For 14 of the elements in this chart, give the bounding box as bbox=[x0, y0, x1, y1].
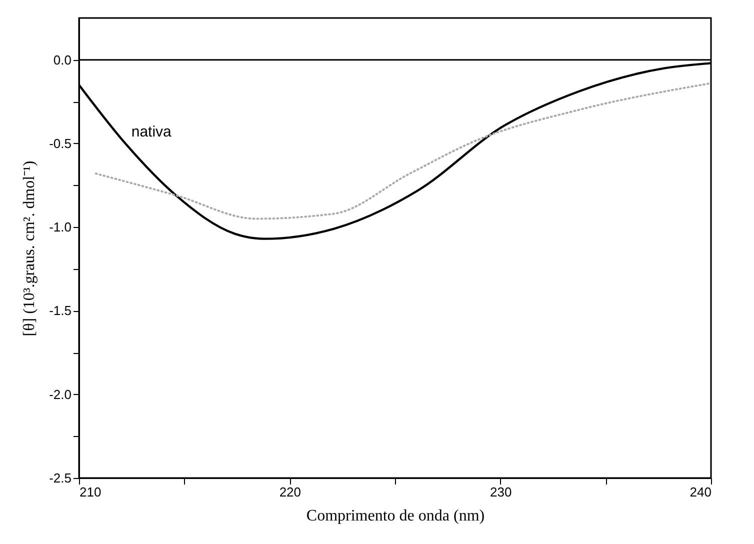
x-tick-label: 220 bbox=[279, 484, 302, 500]
x-tick-label: 230 bbox=[490, 484, 512, 500]
y-tick-label: -0.5 bbox=[49, 136, 72, 151]
y-tick-label: -1.0 bbox=[49, 220, 72, 235]
y-tick-label: -2.5 bbox=[49, 470, 72, 486]
y-tick-label: -2.0 bbox=[49, 386, 72, 402]
y-tick-label: -1.5 bbox=[49, 303, 72, 318]
line-series bbox=[94, 82, 711, 220]
x-tick-label: 240 bbox=[690, 484, 712, 500]
y-axis-title: [θ] (10³.graus. cm². dmol⁻¹) bbox=[21, 160, 38, 336]
series-label: nativa bbox=[131, 123, 172, 140]
y-tick-label: 0.0 bbox=[53, 52, 72, 68]
x-tick-label: 210 bbox=[80, 484, 102, 500]
x-axis-title: Comprimento de onda (nm) bbox=[306, 508, 485, 524]
